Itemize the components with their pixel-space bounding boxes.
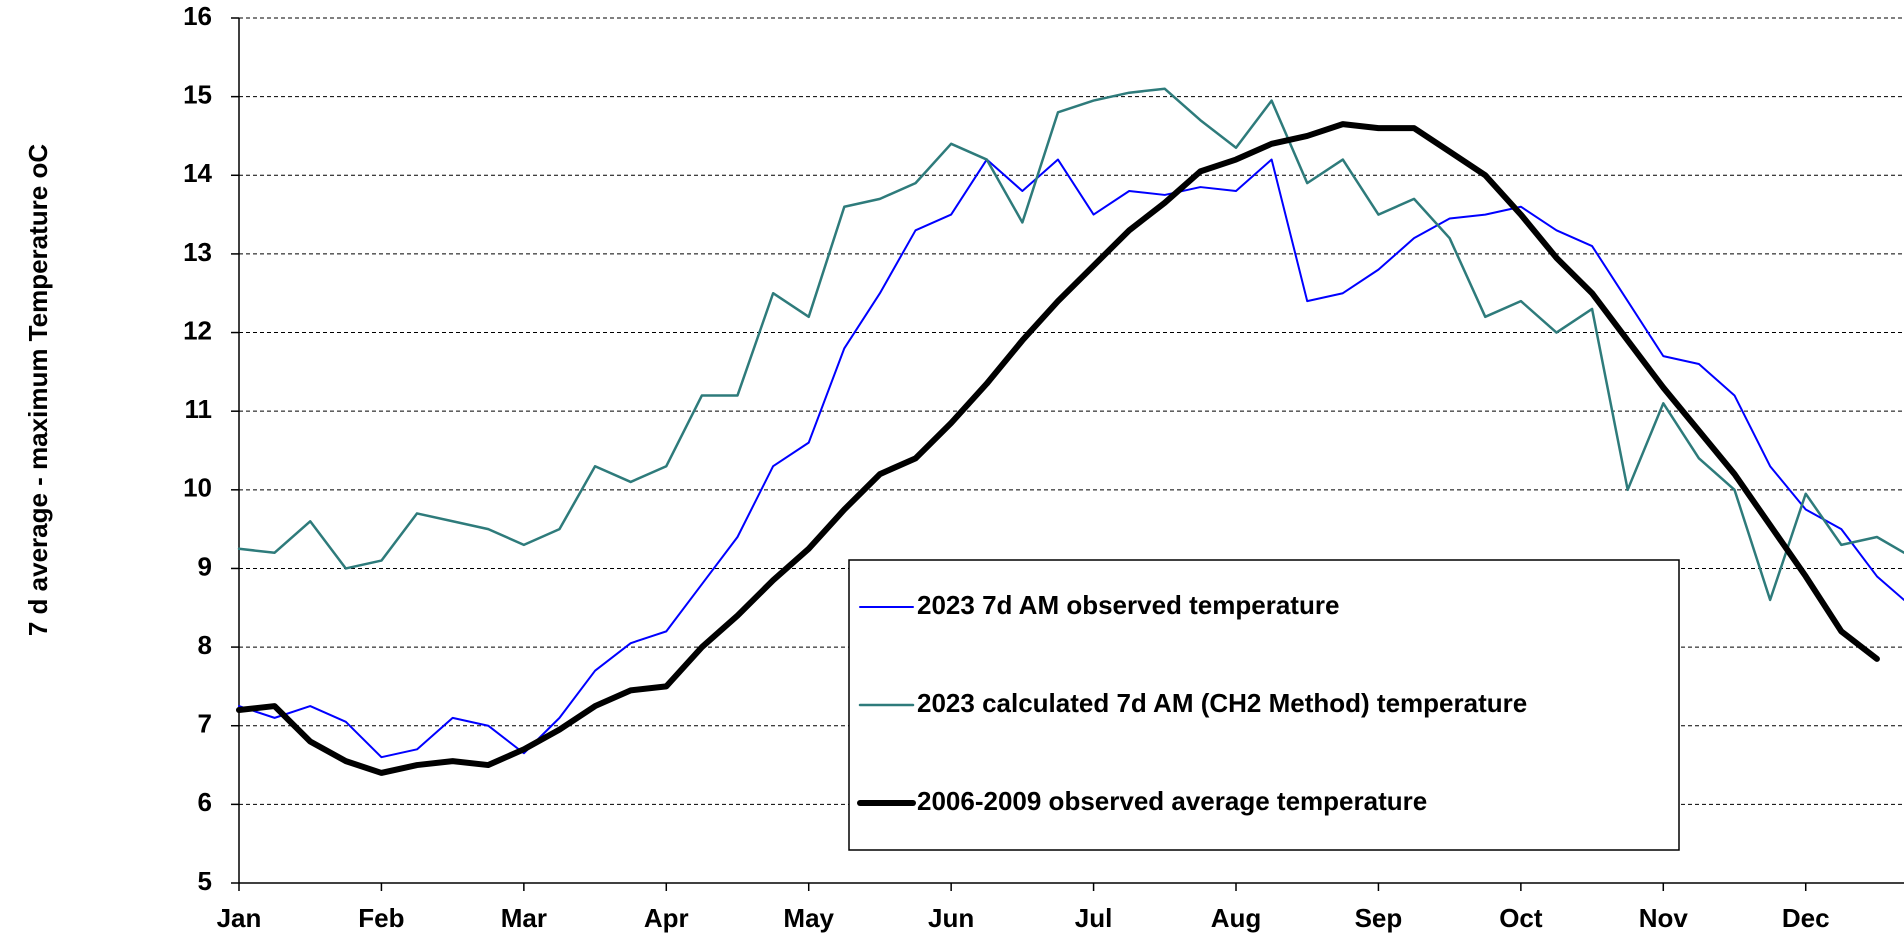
y-tick-label: 12 bbox=[183, 315, 212, 345]
y-tick-label: 16 bbox=[183, 1, 212, 31]
legend-box bbox=[848, 559, 1680, 851]
y-tick-label: 7 bbox=[198, 709, 212, 739]
x-tick-label: Nov bbox=[1639, 903, 1689, 933]
x-tick-label: Dec bbox=[1782, 903, 1830, 933]
y-tick-label: 6 bbox=[198, 787, 212, 817]
x-tick-label: Oct bbox=[1499, 903, 1543, 933]
y-tick-label: 9 bbox=[198, 551, 212, 581]
y-tick-label: 10 bbox=[183, 473, 212, 503]
x-tick-label: Jun bbox=[928, 903, 974, 933]
y-tick-label: 13 bbox=[183, 237, 212, 267]
y-tick-label: 5 bbox=[198, 866, 212, 896]
y-tick-label: 8 bbox=[198, 630, 212, 660]
x-tick-label: Mar bbox=[501, 903, 547, 933]
legend-label: 2023 calculated 7d AM (CH2 Method) tempe… bbox=[917, 688, 1527, 718]
y-tick-label: 15 bbox=[183, 80, 212, 110]
x-tick-label: Jan bbox=[217, 903, 262, 933]
x-tick-label: Sep bbox=[1355, 903, 1403, 933]
series-line bbox=[237, 87, 1904, 602]
y-axis-label: 7 d average - maximum Temperature oC bbox=[23, 144, 53, 636]
x-tick-label: Aug bbox=[1211, 903, 1262, 933]
legend-label: 2006-2009 observed average temperature bbox=[917, 786, 1427, 816]
legend-label: 2023 7d AM observed temperature bbox=[917, 590, 1339, 620]
y-tick-label: 14 bbox=[183, 158, 212, 188]
x-tick-label: Apr bbox=[644, 903, 689, 933]
x-tick-label: Jul bbox=[1075, 903, 1113, 933]
x-tick-label: May bbox=[783, 903, 834, 933]
y-tick-label: 11 bbox=[185, 394, 213, 424]
series-line bbox=[236, 121, 1880, 776]
x-tick-label: Feb bbox=[358, 903, 404, 933]
